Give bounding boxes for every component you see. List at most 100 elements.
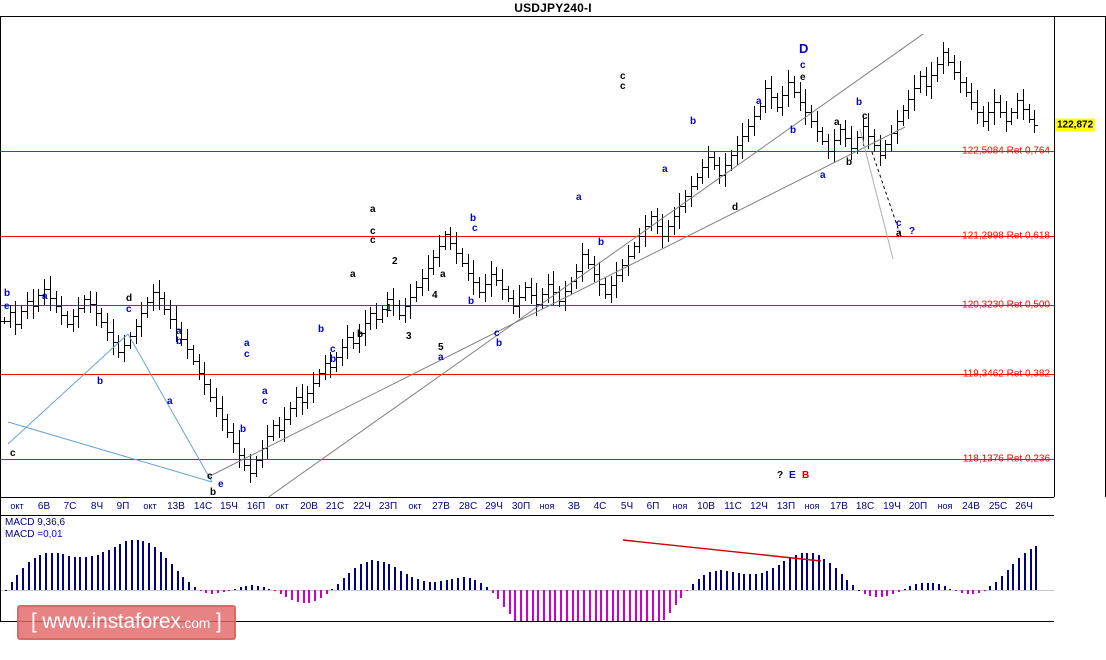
ohlc-bar — [571, 277, 572, 295]
ohlc-bar — [84, 294, 85, 313]
ohlc-bar — [954, 54, 955, 80]
wave-label: b — [690, 116, 697, 127]
macd-bar — [217, 590, 219, 594]
ohlc-open-tick — [905, 110, 908, 112]
wave-label: c — [370, 235, 376, 246]
ohlc-open-tick — [762, 105, 765, 107]
macd-bar — [119, 543, 121, 590]
ohlc-close-tick — [961, 81, 964, 83]
ohlc-open-tick — [854, 148, 857, 150]
ohlc-open-tick — [150, 302, 153, 304]
macd-bar — [297, 590, 299, 602]
time-axis[interactable]: окт 6В 7С 8Ч 9П окт 13В 14С 15Ч 16П окт 20В 21С 22Ч 23… — [0, 497, 1054, 516]
wave-label: d — [126, 293, 133, 304]
ohlc-bar — [296, 387, 297, 418]
wave-label: b — [240, 424, 247, 435]
ohlc-open-tick — [625, 265, 628, 267]
macd-bar — [629, 590, 631, 621]
ohlc-close-tick — [171, 319, 174, 321]
ohlc-bar — [56, 291, 57, 314]
macd-bar — [331, 589, 333, 591]
ohlc-bar — [559, 285, 560, 308]
macd-value-label: MACD =0,01 — [5, 529, 63, 540]
macd-bar — [841, 573, 843, 590]
ohlc-close-tick — [91, 304, 94, 306]
ohlc-open-tick — [568, 290, 571, 292]
ohlc-open-tick — [1031, 118, 1034, 120]
wave-label: c — [330, 344, 336, 355]
ohlc-open-tick — [47, 288, 50, 290]
wave-label: e — [218, 479, 224, 490]
time-tick: 5Ч — [620, 501, 634, 512]
ohlc-open-tick — [213, 396, 216, 398]
trendline-overlay — [7, 34, 924, 497]
ohlc-bar — [267, 425, 268, 459]
time-tick: 12Ч — [750, 501, 768, 512]
wave-label: c — [620, 71, 626, 82]
time-tick: 6П — [646, 501, 660, 512]
wave-label: b — [210, 487, 217, 498]
watermark-suffix: .com — [180, 615, 211, 631]
ohlc-bar — [508, 285, 509, 302]
macd-bar — [280, 590, 282, 595]
ohlc-open-tick — [596, 273, 599, 275]
ohlc-bar — [405, 297, 406, 324]
macd-bar — [1018, 557, 1020, 590]
fib-line — [0, 150, 1054, 152]
macd-bar — [755, 573, 757, 590]
macd-bar — [423, 581, 425, 590]
ohlc-open-tick — [24, 310, 27, 312]
ohlc-open-tick — [453, 242, 456, 244]
ohlc-bar — [674, 206, 675, 236]
macd-bar — [85, 557, 87, 590]
ohlc-bar — [914, 75, 915, 111]
macd-bar — [938, 584, 940, 590]
ohlc-bar — [164, 292, 165, 315]
ohlc-open-tick — [344, 347, 347, 349]
ohlc-close-tick — [1035, 124, 1038, 126]
ohlc-bar — [302, 383, 303, 416]
ohlc-open-tick — [144, 313, 147, 315]
ohlc-open-tick — [1020, 100, 1023, 102]
ohlc-open-tick — [425, 278, 428, 280]
macd-bar — [394, 567, 396, 590]
ohlc-bar — [897, 110, 898, 144]
macd-bar — [549, 590, 551, 621]
ohlc-close-tick — [955, 72, 958, 74]
ohlc-close-tick — [51, 297, 54, 299]
macd-bar — [532, 590, 534, 621]
time-tick: 8Ч — [90, 501, 104, 512]
price-axis[interactable]: 124,000123,000122,000121,000120,000119,0… — [1054, 17, 1106, 497]
macd-bar — [114, 546, 116, 590]
ohlc-open-tick — [745, 135, 748, 137]
macd-bar — [995, 581, 997, 590]
macd-bar — [864, 590, 866, 594]
time-tick: 25С — [988, 501, 1008, 512]
macd-bar — [142, 540, 144, 590]
ohlc-open-tick — [722, 175, 725, 177]
macd-bar — [79, 557, 81, 590]
ohlc-bar — [731, 149, 732, 171]
ohlc-open-tick — [247, 464, 250, 466]
time-tick: 20П — [908, 501, 928, 512]
wave-label: b — [4, 288, 11, 299]
macd-bar — [537, 590, 539, 621]
macd-bar — [818, 555, 820, 590]
macd-bar — [972, 590, 974, 594]
ohlc-open-tick — [819, 131, 822, 133]
macd-bar — [606, 590, 608, 621]
ohlc-bar — [313, 372, 314, 403]
ohlc-bar — [937, 56, 938, 82]
macd-bar — [623, 590, 625, 621]
wave-label: a — [244, 338, 250, 349]
ohlc-bar — [410, 284, 411, 319]
macd-indicator-pane[interactable]: MACD 9,36,6 MACD =0,01 — [0, 516, 1054, 622]
ohlc-open-tick — [293, 408, 296, 410]
macd-bar — [503, 590, 505, 607]
macd-bar — [743, 573, 745, 590]
ohlc-bar — [840, 123, 841, 145]
ohlc-open-tick — [7, 320, 10, 322]
ohlc-open-tick — [882, 155, 885, 157]
ohlc-open-tick — [373, 313, 376, 315]
